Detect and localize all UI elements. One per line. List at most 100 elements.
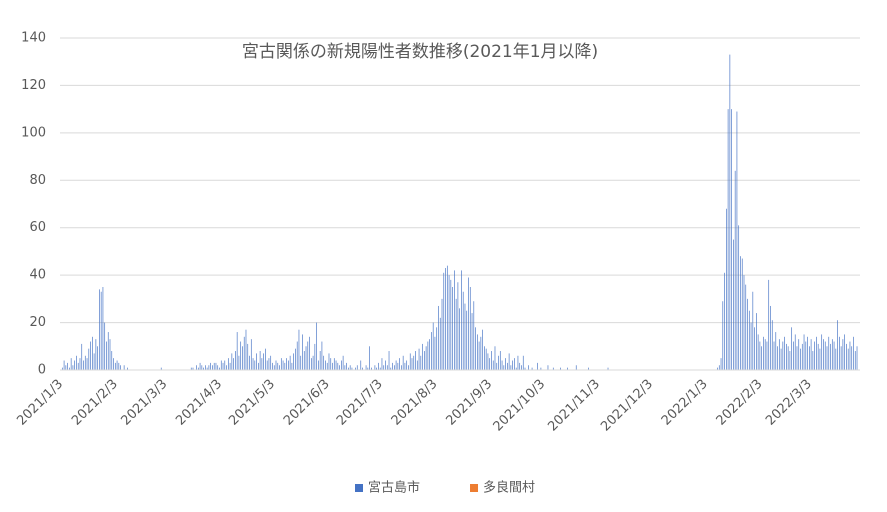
bar (312, 355, 314, 370)
bar (272, 362, 273, 370)
bar (399, 358, 400, 370)
bar (279, 365, 280, 370)
bar (420, 355, 422, 370)
bar (448, 275, 450, 370)
bar (461, 270, 462, 370)
bar (231, 353, 233, 370)
bar (102, 287, 104, 370)
bar (371, 367, 372, 370)
bar (86, 358, 88, 370)
bar (217, 365, 219, 370)
bar (236, 332, 238, 370)
bar (355, 367, 356, 370)
bar (95, 339, 97, 370)
bar (473, 301, 475, 370)
bar (752, 291, 754, 370)
bar (780, 348, 782, 370)
legend-label: 宮古島市 (368, 480, 420, 496)
bar (607, 367, 609, 370)
bar (397, 362, 399, 370)
bar (459, 308, 460, 370)
bar (484, 346, 485, 370)
bar (351, 367, 353, 370)
bar (443, 272, 445, 370)
bar (395, 360, 397, 370)
bar (72, 365, 74, 370)
bar (307, 341, 309, 370)
bar (856, 346, 858, 370)
bar (342, 355, 344, 370)
bar (816, 336, 817, 370)
bar (344, 365, 346, 370)
bar (76, 355, 77, 370)
bar (750, 322, 752, 370)
legend-swatch (470, 484, 479, 492)
bar (408, 365, 409, 370)
bar (70, 358, 72, 370)
bar (821, 334, 823, 370)
bar (63, 360, 65, 370)
y-tick-label: 100 (21, 125, 46, 140)
bar (782, 341, 784, 370)
bar (777, 346, 778, 370)
bar (406, 360, 408, 370)
bar (416, 360, 418, 370)
bar (547, 365, 549, 370)
bar (339, 365, 340, 370)
bar (401, 365, 402, 370)
bar (770, 305, 771, 370)
bar (109, 339, 111, 370)
bar (508, 353, 510, 370)
bar (247, 343, 249, 370)
bar (328, 353, 330, 370)
bar (411, 358, 413, 370)
bar (817, 343, 819, 370)
bar (814, 341, 815, 370)
bar (462, 291, 464, 370)
bar (494, 346, 496, 370)
bar (273, 365, 275, 370)
bar (224, 360, 226, 370)
bar (748, 310, 750, 370)
bar (302, 334, 303, 370)
bar (402, 355, 404, 370)
bar (771, 320, 773, 370)
bar (445, 268, 446, 370)
bar (805, 341, 807, 370)
bar (220, 360, 222, 370)
bar (766, 341, 768, 370)
bar (763, 336, 764, 370)
bar (747, 298, 748, 370)
bar (439, 317, 441, 370)
bar (842, 339, 844, 370)
bar (800, 348, 801, 370)
bar (268, 358, 270, 370)
bar (521, 365, 522, 370)
bar (775, 332, 777, 370)
bar (837, 320, 838, 370)
bar (446, 265, 448, 370)
bar (418, 348, 420, 370)
y-tick-label: 0 (38, 363, 46, 378)
bar (759, 341, 761, 370)
bar (210, 362, 211, 370)
bar (853, 336, 854, 370)
bar (528, 365, 529, 370)
bar (222, 362, 224, 370)
bar (507, 362, 508, 370)
bar (812, 351, 814, 370)
bar (367, 367, 369, 370)
bar (369, 346, 370, 370)
bar (288, 360, 289, 370)
bar (828, 336, 830, 370)
bar (480, 336, 482, 370)
bar (552, 367, 554, 370)
bar (846, 343, 847, 370)
bar (434, 336, 436, 370)
bar (243, 336, 245, 370)
bar (199, 362, 201, 370)
bar (784, 336, 785, 370)
bar (741, 258, 743, 370)
bar (498, 355, 499, 370)
bar (291, 362, 293, 370)
